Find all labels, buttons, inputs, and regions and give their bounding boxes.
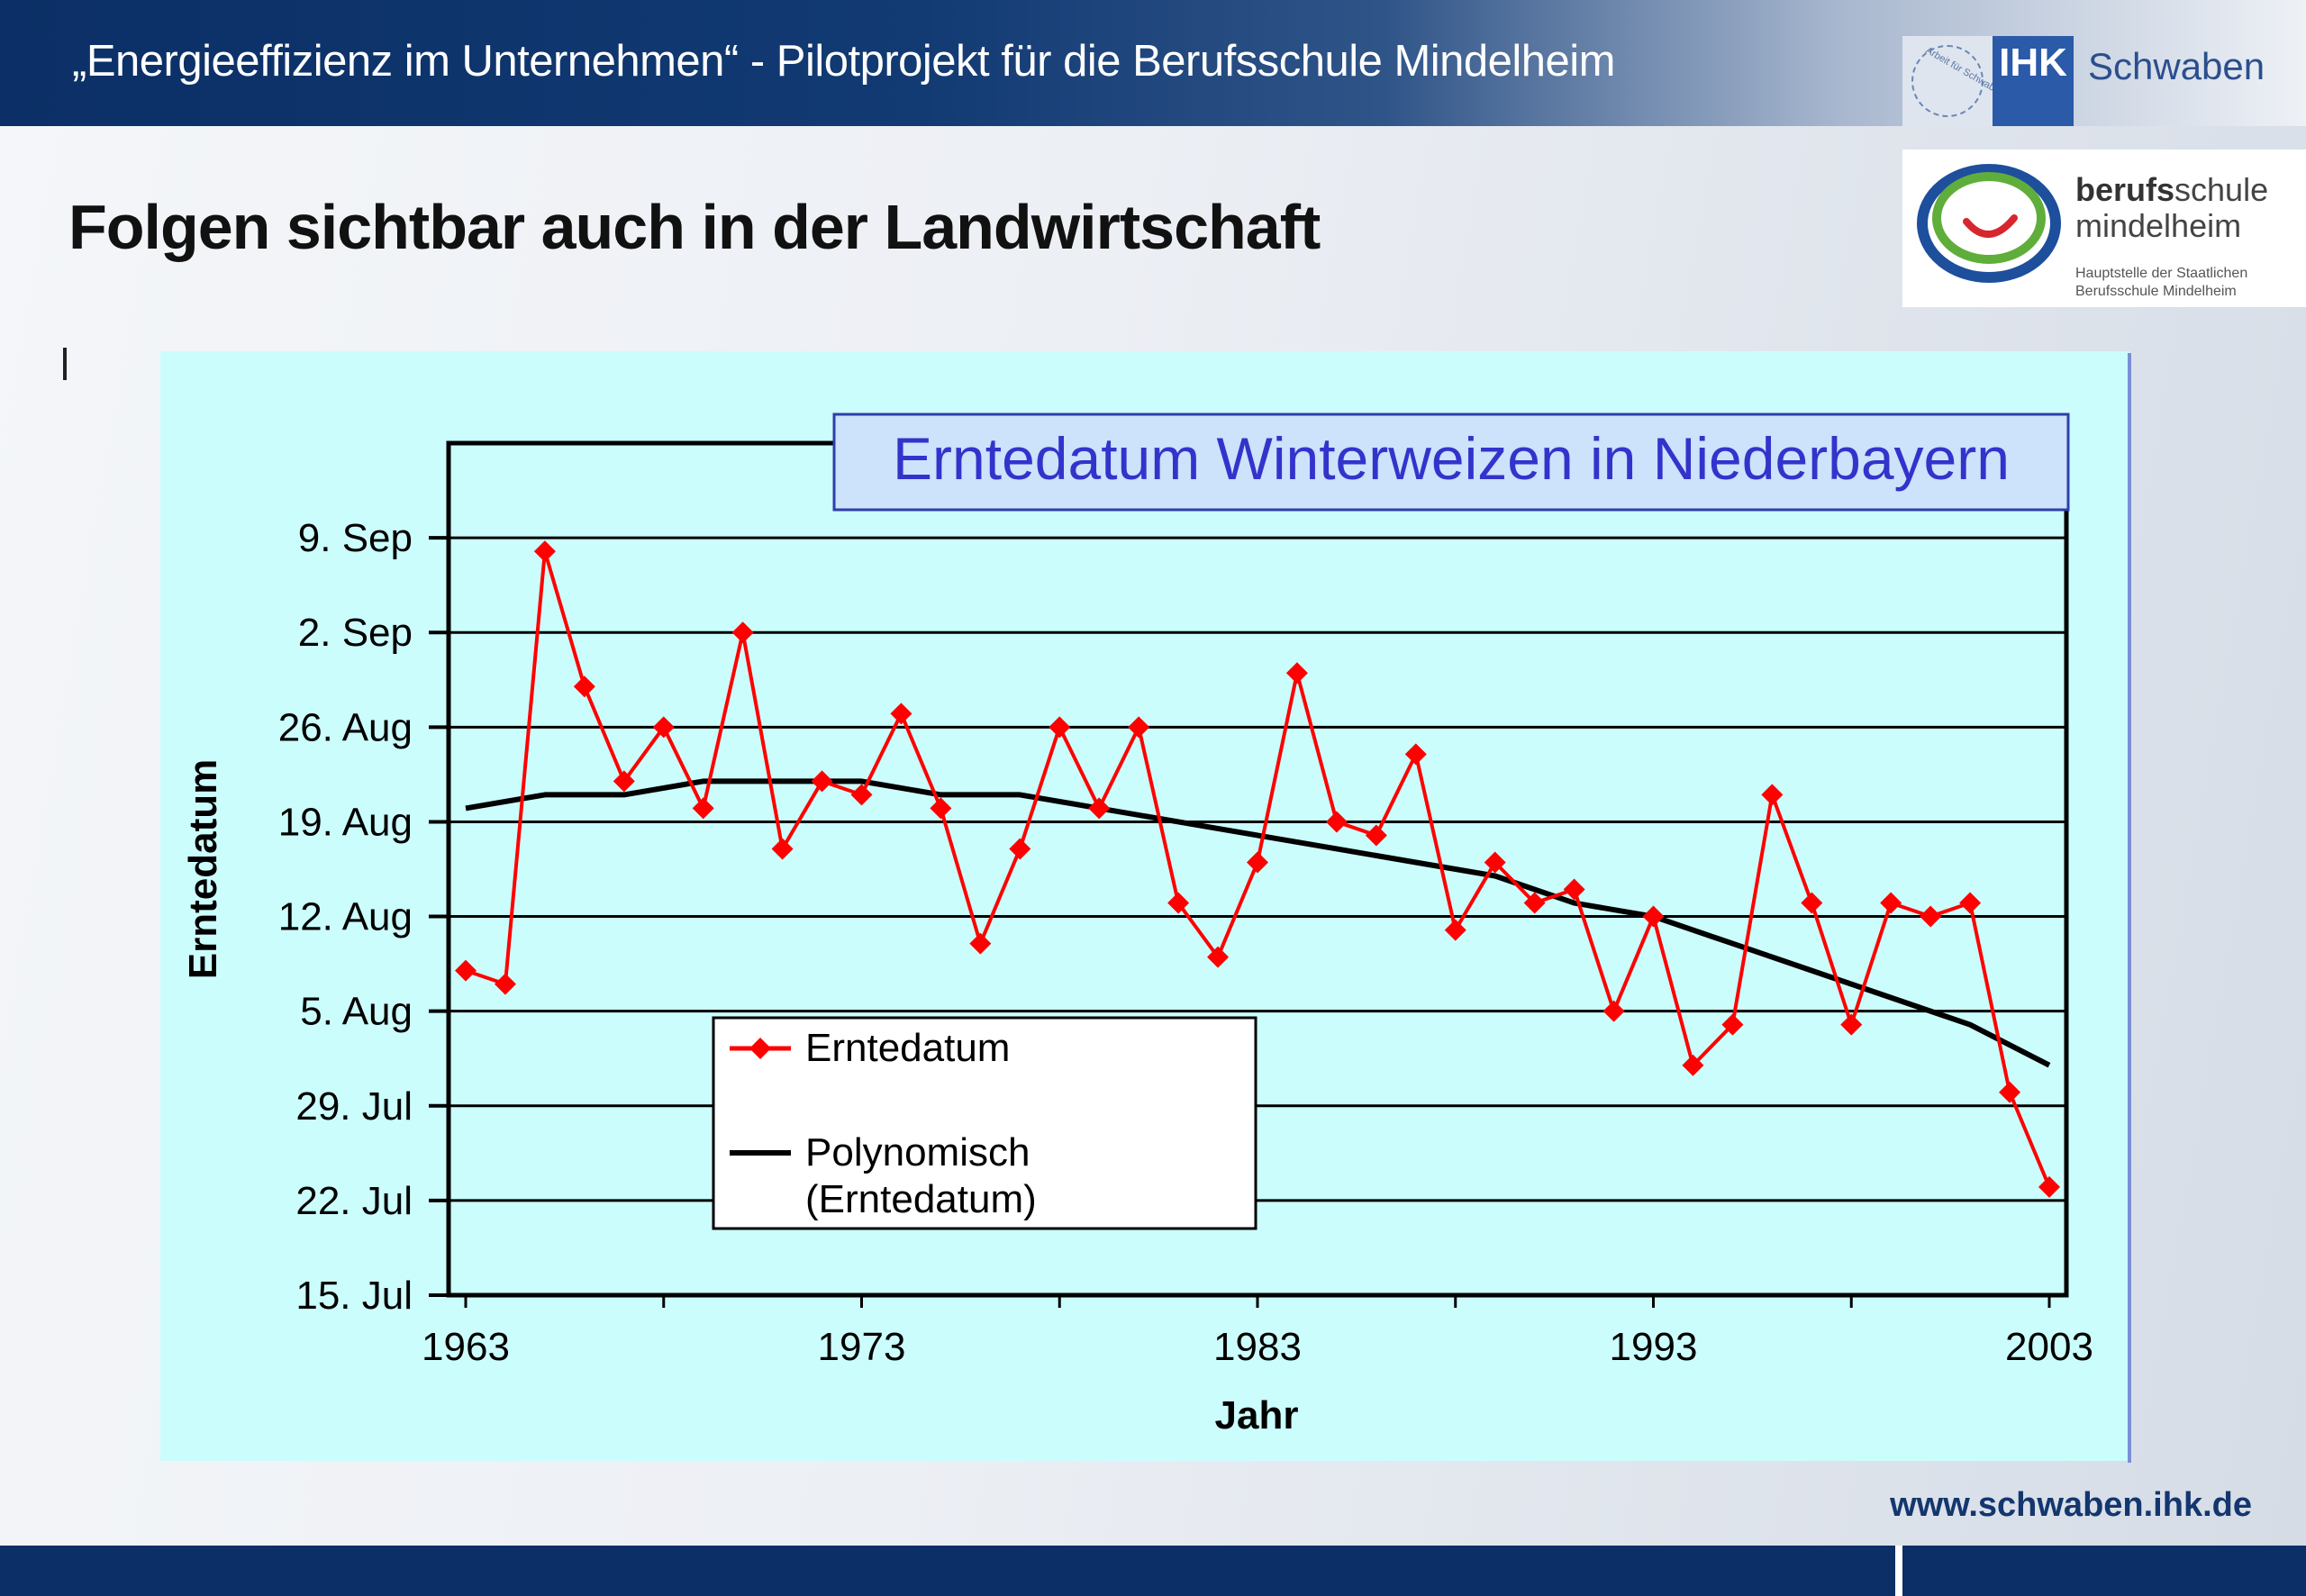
y-tick-label: 2. Sep — [298, 611, 413, 655]
x-tick-label: 1983 — [1213, 1325, 1302, 1369]
school-name-line2: mindelheim — [2075, 207, 2242, 244]
chart-panel — [160, 351, 2129, 1461]
data-point-marker — [731, 621, 754, 644]
data-point-marker — [811, 770, 833, 793]
data-point-marker — [1285, 662, 1308, 685]
legend-series-label: Erntedatum — [805, 1026, 1010, 1070]
berufsschule-ring-icon — [1917, 164, 2061, 283]
data-point-marker — [1642, 905, 1665, 928]
y-tick-label: 15. Jul — [295, 1274, 413, 1318]
ihk-logo: Arbeit für Schwaben IHK — [1902, 36, 2074, 126]
harvest-date-chart: 15. Jul 22. Jul 29. Jul 5. Aug 12. Aug 19. Au… — [181, 413, 2093, 1437]
data-point-marker — [1167, 892, 1190, 914]
school-name: berufsschule — [2075, 171, 2269, 208]
data-point-marker — [652, 716, 675, 739]
y-tick-label: 22. Jul — [295, 1179, 413, 1223]
data-point-marker — [1920, 905, 1942, 928]
data-point-marker — [850, 784, 873, 806]
data-point-marker — [1523, 892, 1546, 914]
x-tick-label: 1993 — [1610, 1325, 1698, 1369]
footer-bar — [0, 1546, 2306, 1596]
data-point-marker — [1761, 784, 1784, 806]
data-point-marker — [771, 838, 794, 860]
x-tick-label: 1973 — [818, 1325, 906, 1369]
x-tick-label: 1963 — [422, 1325, 510, 1369]
data-point-marker — [1365, 824, 1387, 847]
chart-title: Erntedatum Winterweizen in Niederbayern — [893, 425, 2010, 492]
data-point-marker — [1444, 919, 1466, 941]
chart-title-box — [832, 413, 2070, 512]
slide-title: Folgen sichtbar auch in der Landwirtscha… — [68, 192, 1321, 262]
data-point-marker — [969, 932, 992, 955]
ihk-ring-icon — [1911, 45, 1984, 117]
text-cursor — [63, 348, 67, 380]
y-axis-label: Erntedatum — [181, 759, 225, 979]
y-tick-label: 29. Jul — [295, 1084, 413, 1129]
data-point-marker — [1009, 838, 1031, 860]
chart-panel-edge — [2128, 353, 2131, 1463]
data-point-marker — [1880, 892, 1902, 914]
y-tick-label: 19. Aug — [278, 800, 413, 844]
data-point-marker — [1049, 716, 1071, 739]
data-point-marker — [1325, 811, 1348, 833]
data-point-marker — [1563, 878, 1585, 901]
data-point-marker — [1959, 892, 1982, 914]
data-point-marker — [1721, 1013, 1744, 1036]
y-tick-label: 9. Sep — [298, 516, 413, 560]
x-tick-label: 2003 — [2005, 1325, 2093, 1369]
data-point-marker — [573, 676, 595, 698]
legend-trend-label: Polynomisch (Erntedatum) — [805, 1130, 1037, 1221]
data-point-marker — [533, 540, 556, 563]
data-point-marker — [2038, 1175, 2060, 1198]
data-point-marker — [1484, 851, 1506, 874]
footer-url[interactable]: www.schwaben.ihk.de — [1890, 1486, 2252, 1524]
ihk-schwaben-text: Schwaben — [2088, 45, 2265, 87]
trend-line — [465, 778, 2051, 1068]
data-point-marker — [1801, 892, 1823, 914]
legend-box — [712, 1016, 1257, 1230]
x-axis-label: Jahr — [1215, 1393, 1299, 1437]
y-tick-label: 12. Aug — [278, 895, 413, 939]
data-point-marker — [1207, 946, 1230, 968]
y-tick-label: 26. Aug — [278, 705, 413, 749]
data-point-marker — [692, 797, 714, 820]
data-point-marker — [1128, 716, 1150, 739]
data-point-marker — [613, 770, 635, 793]
data-point-marker — [1247, 851, 1268, 874]
data-point-marker — [455, 959, 477, 982]
header-title: „Energieeffizienz im Unternehmen“ - Pilo… — [72, 37, 1616, 86]
data-point-marker — [1088, 797, 1111, 820]
ihk-box: IHK — [1993, 36, 2074, 126]
data-point-marker — [1840, 1013, 1863, 1036]
legend: Erntedatum Polynomisch (Erntedatum) — [712, 1016, 1257, 1230]
berufsschule-logo: berufsschule mindelheim Hauptstelle der … — [1902, 150, 2306, 307]
data-point-marker — [890, 703, 912, 725]
data-point-marker — [930, 797, 952, 820]
legend-series-marker — [749, 1038, 771, 1059]
footer-divider — [1895, 1546, 1902, 1596]
data-point-marker — [1404, 743, 1427, 766]
data-point-marker — [1999, 1081, 2021, 1103]
data-point-marker — [1682, 1054, 1704, 1076]
y-tick-label: 5. Aug — [300, 990, 413, 1034]
data-point-marker — [494, 973, 516, 995]
school-subtitle: Hauptstelle der Staatlichen Berufsschule… — [2075, 266, 2248, 299]
data-point-marker — [1602, 1000, 1625, 1022]
